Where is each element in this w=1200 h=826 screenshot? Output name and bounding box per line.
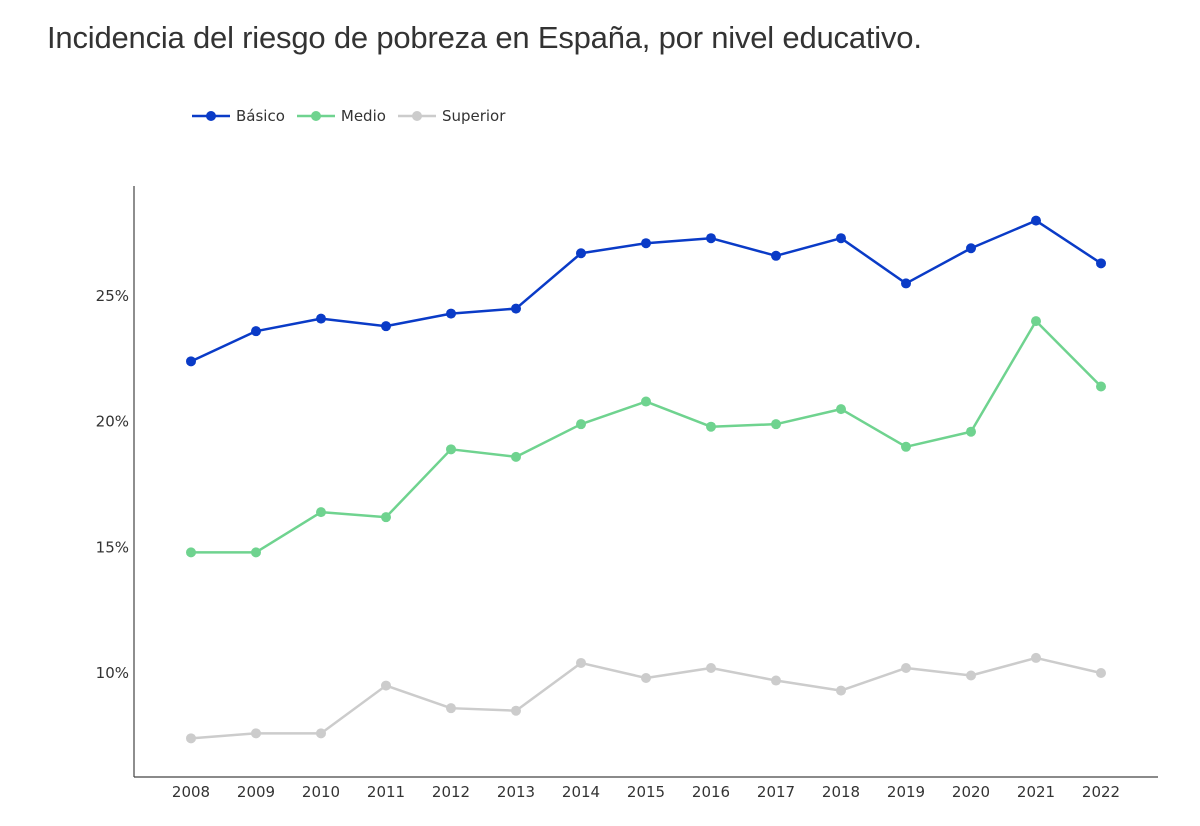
data-point-superior[interactable] [251,728,261,739]
x-tick-label: 2021 [1017,783,1055,801]
series-line-medio [191,319,1102,554]
x-axis-ticks: 2008 2009 2010 2011 2012 2013 2014 2015 2016 2017… [172,783,1120,801]
data-point-medio[interactable] [446,444,456,455]
y-tick-label: 10% [96,664,129,682]
x-tick-label: 2011 [367,783,405,801]
data-point-superior[interactable] [186,733,196,744]
data-point-basico[interactable] [706,233,716,244]
y-tick-label: 20% [96,413,129,431]
data-point-superior[interactable] [511,705,521,716]
x-tick-label: 2012 [432,783,470,801]
y-tick-label: 15% [96,538,129,556]
data-point-medio[interactable] [966,426,976,437]
legend-item-medio[interactable]: Medio [296,107,386,125]
series-layer [186,215,1106,744]
x-tick-label: 2014 [562,783,600,801]
data-point-medio[interactable] [901,441,911,452]
data-point-superior[interactable] [1031,652,1041,663]
data-point-medio[interactable] [576,419,586,430]
data-point-basico[interactable] [186,356,196,367]
legend-swatch-basico [192,111,230,121]
data-point-basico[interactable] [251,326,261,337]
data-point-medio[interactable] [316,507,326,518]
chart-title: Incidencia del riesgo de pobreza en Espa… [47,20,922,55]
data-point-superior[interactable] [316,728,326,739]
x-tick-label: 2022 [1082,783,1120,801]
data-point-basico[interactable] [836,233,846,244]
data-point-basico[interactable] [901,278,911,289]
data-point-basico[interactable] [641,238,651,249]
series-medio [186,316,1106,558]
data-point-basico[interactable] [316,313,326,324]
data-point-superior[interactable] [381,680,391,691]
data-point-basico[interactable] [966,243,976,254]
x-tick-label: 2008 [172,783,210,801]
data-point-medio[interactable] [706,421,716,432]
legend-label-superior: Superior [441,107,506,125]
legend-item-superior[interactable]: Superior [397,107,506,125]
data-point-superior[interactable] [966,670,976,681]
x-tick-label: 2016 [692,783,730,801]
data-point-medio[interactable] [836,404,846,415]
x-tick-label: 2020 [952,783,990,801]
data-point-superior[interactable] [446,703,456,714]
x-tick-label: 2015 [627,783,665,801]
series-line-superior [190,656,1102,740]
x-tick-label: 2013 [497,783,535,801]
y-tick-label: 25% [96,287,129,305]
data-point-medio[interactable] [251,547,261,558]
legend-label-basico: Básico [236,107,285,125]
data-point-basico[interactable] [446,308,456,319]
data-point-medio[interactable] [1031,316,1041,327]
data-point-basico[interactable] [1096,258,1106,269]
data-point-medio[interactable] [511,451,521,462]
x-tick-label: 2019 [887,783,925,801]
series-superior [186,652,1106,744]
x-tick-label: 2018 [822,783,860,801]
y-axis-ticks: 10% 15% 20% 25% [96,287,129,682]
x-tick-label: 2009 [237,783,275,801]
x-tick-label: 2017 [757,783,795,801]
data-point-medio[interactable] [1096,381,1106,392]
x-tick-label: 2010 [302,783,340,801]
data-point-superior[interactable] [771,675,781,686]
legend-label-medio: Medio [340,107,386,125]
legend-item-basico[interactable]: Básico [192,107,285,125]
data-point-basico[interactable] [1031,215,1041,226]
data-point-superior[interactable] [706,662,716,673]
data-point-basico[interactable] [381,321,391,332]
data-point-basico[interactable] [771,250,781,261]
axes [133,186,1158,778]
data-point-superior[interactable] [576,657,586,668]
data-point-medio[interactable] [381,512,391,523]
data-point-basico[interactable] [576,248,586,259]
legend-swatch-medio [296,111,335,121]
legend-swatch-superior [397,111,436,121]
data-point-basico[interactable] [511,303,521,314]
data-point-medio[interactable] [771,419,781,430]
data-point-superior[interactable] [641,673,651,684]
data-point-superior[interactable] [901,662,911,673]
data-point-superior[interactable] [836,685,846,696]
data-point-medio[interactable] [186,547,196,558]
legend: Básico Medio Superior [192,104,517,128]
data-point-medio[interactable] [641,396,651,407]
data-point-superior[interactable] [1096,668,1106,678]
series-basico [186,215,1106,367]
